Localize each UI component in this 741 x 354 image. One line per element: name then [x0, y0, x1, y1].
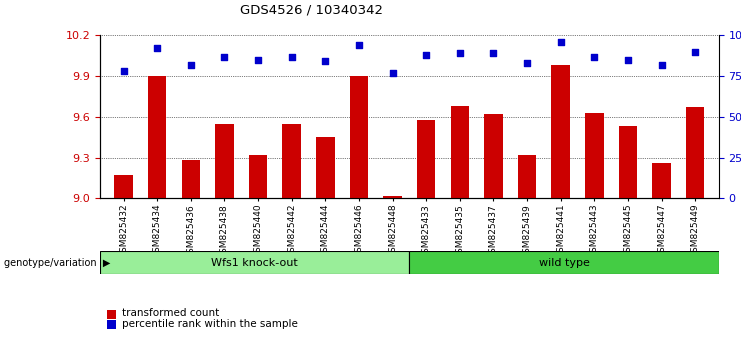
Bar [282, 124, 301, 198]
Bar [686, 107, 705, 198]
Text: transformed count: transformed count [122, 308, 219, 318]
Bar [249, 155, 268, 198]
Bar [100, 251, 409, 274]
Point [151, 46, 163, 51]
Text: GDS4526 / 10340342: GDS4526 / 10340342 [240, 4, 382, 17]
Bar [182, 160, 200, 198]
Point [252, 57, 264, 63]
Point [319, 59, 331, 64]
Bar [619, 126, 637, 198]
Point [622, 57, 634, 63]
Bar [417, 120, 436, 198]
Point [353, 42, 365, 48]
Bar [114, 175, 133, 198]
Text: wild type: wild type [539, 258, 590, 268]
Text: Wfs1 knock-out: Wfs1 knock-out [211, 258, 298, 268]
Bar [652, 163, 671, 198]
Point [521, 60, 533, 66]
Bar [551, 65, 570, 198]
Point [488, 51, 499, 56]
Bar [316, 137, 335, 198]
Point [588, 54, 600, 59]
Bar [215, 124, 233, 198]
Point [185, 62, 197, 68]
Bar [148, 76, 167, 198]
Point [118, 68, 130, 74]
Point [387, 70, 399, 76]
Bar [484, 114, 502, 198]
Point [420, 52, 432, 58]
Bar [585, 113, 604, 198]
Point [286, 54, 298, 59]
Bar [409, 251, 719, 274]
Point [219, 54, 230, 59]
Bar [350, 76, 368, 198]
Point [656, 62, 668, 68]
Bar [383, 195, 402, 198]
Text: genotype/variation  ▶: genotype/variation ▶ [4, 258, 110, 268]
Point [454, 51, 466, 56]
Bar [518, 155, 536, 198]
Bar [451, 106, 469, 198]
Text: percentile rank within the sample: percentile rank within the sample [122, 319, 298, 329]
Point [689, 49, 701, 55]
Point [555, 39, 567, 45]
